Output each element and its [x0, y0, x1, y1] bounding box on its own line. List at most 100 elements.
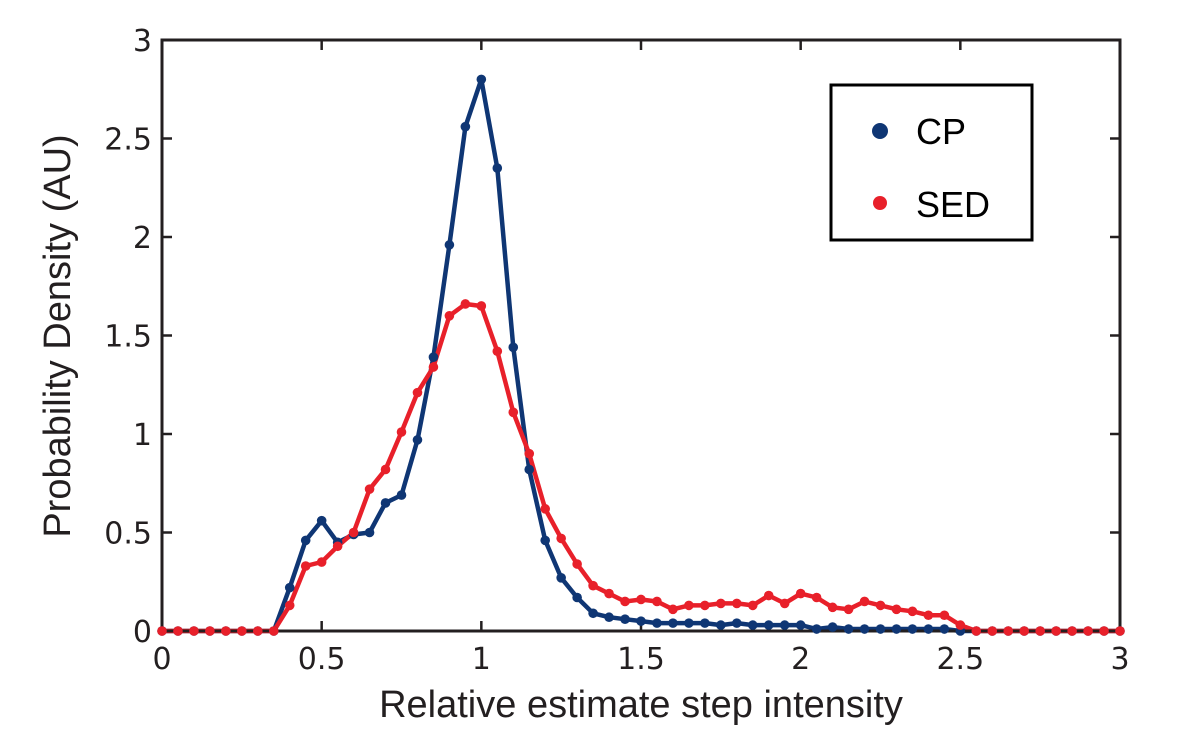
data-point-sed: [636, 594, 646, 605]
points-layer: [157, 74, 1125, 636]
data-point-sed: [173, 626, 183, 636]
data-point-sed: [556, 533, 566, 544]
data-point-sed: [1115, 626, 1125, 636]
legend-marker-sed: [873, 196, 887, 210]
data-point-sed: [955, 620, 966, 630]
data-point-cp: [779, 620, 790, 630]
data-point-sed: [923, 610, 934, 621]
data-point-sed: [747, 600, 758, 611]
data-point-sed: [1003, 626, 1014, 636]
y-tick-label: 0: [133, 615, 152, 650]
data-point-cp: [636, 616, 646, 626]
data-point-cp: [604, 612, 614, 623]
data-point-cp: [875, 624, 886, 634]
x-tick-label: 2.5: [936, 642, 984, 677]
data-point-sed: [380, 464, 391, 475]
data-point-sed: [859, 596, 870, 607]
data-point-cp: [668, 618, 678, 628]
data-point-sed: [508, 407, 519, 418]
data-point-sed: [221, 626, 231, 636]
data-point-cp: [556, 573, 566, 583]
data-point-cp: [859, 624, 870, 634]
data-point-cp: [524, 464, 535, 475]
x-tick-label: 0.5: [298, 642, 346, 677]
data-point-cp: [364, 527, 375, 538]
data-point-sed: [795, 588, 806, 599]
data-point-cp: [620, 614, 630, 624]
data-point-sed: [284, 600, 295, 611]
data-point-sed: [492, 346, 503, 357]
y-tick-label: 3: [133, 24, 152, 59]
data-point-cp: [700, 618, 710, 628]
legend: CP SED: [829, 83, 1034, 242]
data-point-sed: [811, 592, 822, 603]
data-point-cp: [412, 435, 423, 445]
data-point-sed: [716, 598, 726, 609]
data-point-sed: [1051, 626, 1061, 636]
data-point-sed: [588, 580, 598, 591]
data-point-sed: [316, 557, 327, 567]
data-point-cp: [316, 515, 327, 526]
data-point-sed: [907, 606, 918, 617]
data-point-sed: [971, 626, 982, 636]
legend-label-sed: SED: [916, 184, 990, 225]
y-tick-label: 1.5: [104, 320, 152, 355]
data-point-sed: [268, 626, 279, 636]
data-point-cp: [540, 535, 550, 546]
data-point-cp: [827, 622, 838, 632]
data-point-cp: [923, 624, 934, 634]
data-point-cp: [811, 624, 822, 634]
data-point-sed: [332, 541, 343, 552]
y-axis-label: Probability Density (AU): [37, 134, 79, 537]
data-point-sed: [827, 602, 838, 613]
data-point-sed: [460, 299, 471, 309]
data-point-cp: [652, 618, 662, 628]
data-point-sed: [620, 596, 630, 607]
data-point-sed: [476, 301, 487, 311]
x-tick-label: 3: [1110, 642, 1129, 677]
data-point-sed: [763, 590, 774, 601]
data-point-sed: [875, 600, 886, 611]
data-point-sed: [987, 626, 998, 636]
data-point-sed: [939, 610, 950, 621]
legend-label-cp: CP: [916, 111, 966, 152]
data-point-sed: [428, 362, 439, 372]
legend-marker-cp: [872, 123, 888, 139]
data-point-sed: [652, 596, 662, 607]
data-point-sed: [540, 504, 550, 514]
data-point-cp: [747, 620, 758, 630]
data-point-sed: [524, 448, 535, 459]
data-point-cp: [763, 620, 774, 630]
data-point-cp: [716, 620, 726, 630]
data-point-cp: [907, 624, 918, 634]
data-point-sed: [1099, 626, 1109, 636]
data-point-cp: [380, 498, 391, 508]
data-point-sed: [732, 598, 742, 609]
data-point-cp: [588, 608, 598, 619]
data-point-cp: [572, 592, 582, 603]
data-point-sed: [668, 604, 678, 615]
data-point-cp: [492, 163, 503, 173]
data-point-sed: [891, 604, 902, 615]
data-point-cp: [843, 624, 854, 634]
data-point-sed: [412, 387, 423, 398]
data-point-cp: [732, 618, 742, 628]
x-tick-label: 1: [472, 642, 491, 677]
data-point-cp: [508, 342, 519, 353]
data-point-cp: [284, 582, 295, 593]
data-point-sed: [348, 527, 359, 538]
data-point-cp: [428, 352, 439, 362]
data-point-sed: [779, 598, 790, 609]
data-point-sed: [843, 604, 854, 615]
y-tick-label: 1: [133, 418, 152, 453]
data-point-sed: [300, 561, 311, 571]
data-point-sed: [1019, 626, 1029, 636]
series-line-sed: [162, 301, 1120, 634]
data-point-cp: [396, 490, 407, 500]
data-point-sed: [252, 626, 263, 636]
data-point-cp: [891, 624, 902, 634]
data-point-sed: [604, 588, 614, 599]
data-point-sed: [157, 626, 167, 636]
data-point-cp: [684, 618, 694, 628]
